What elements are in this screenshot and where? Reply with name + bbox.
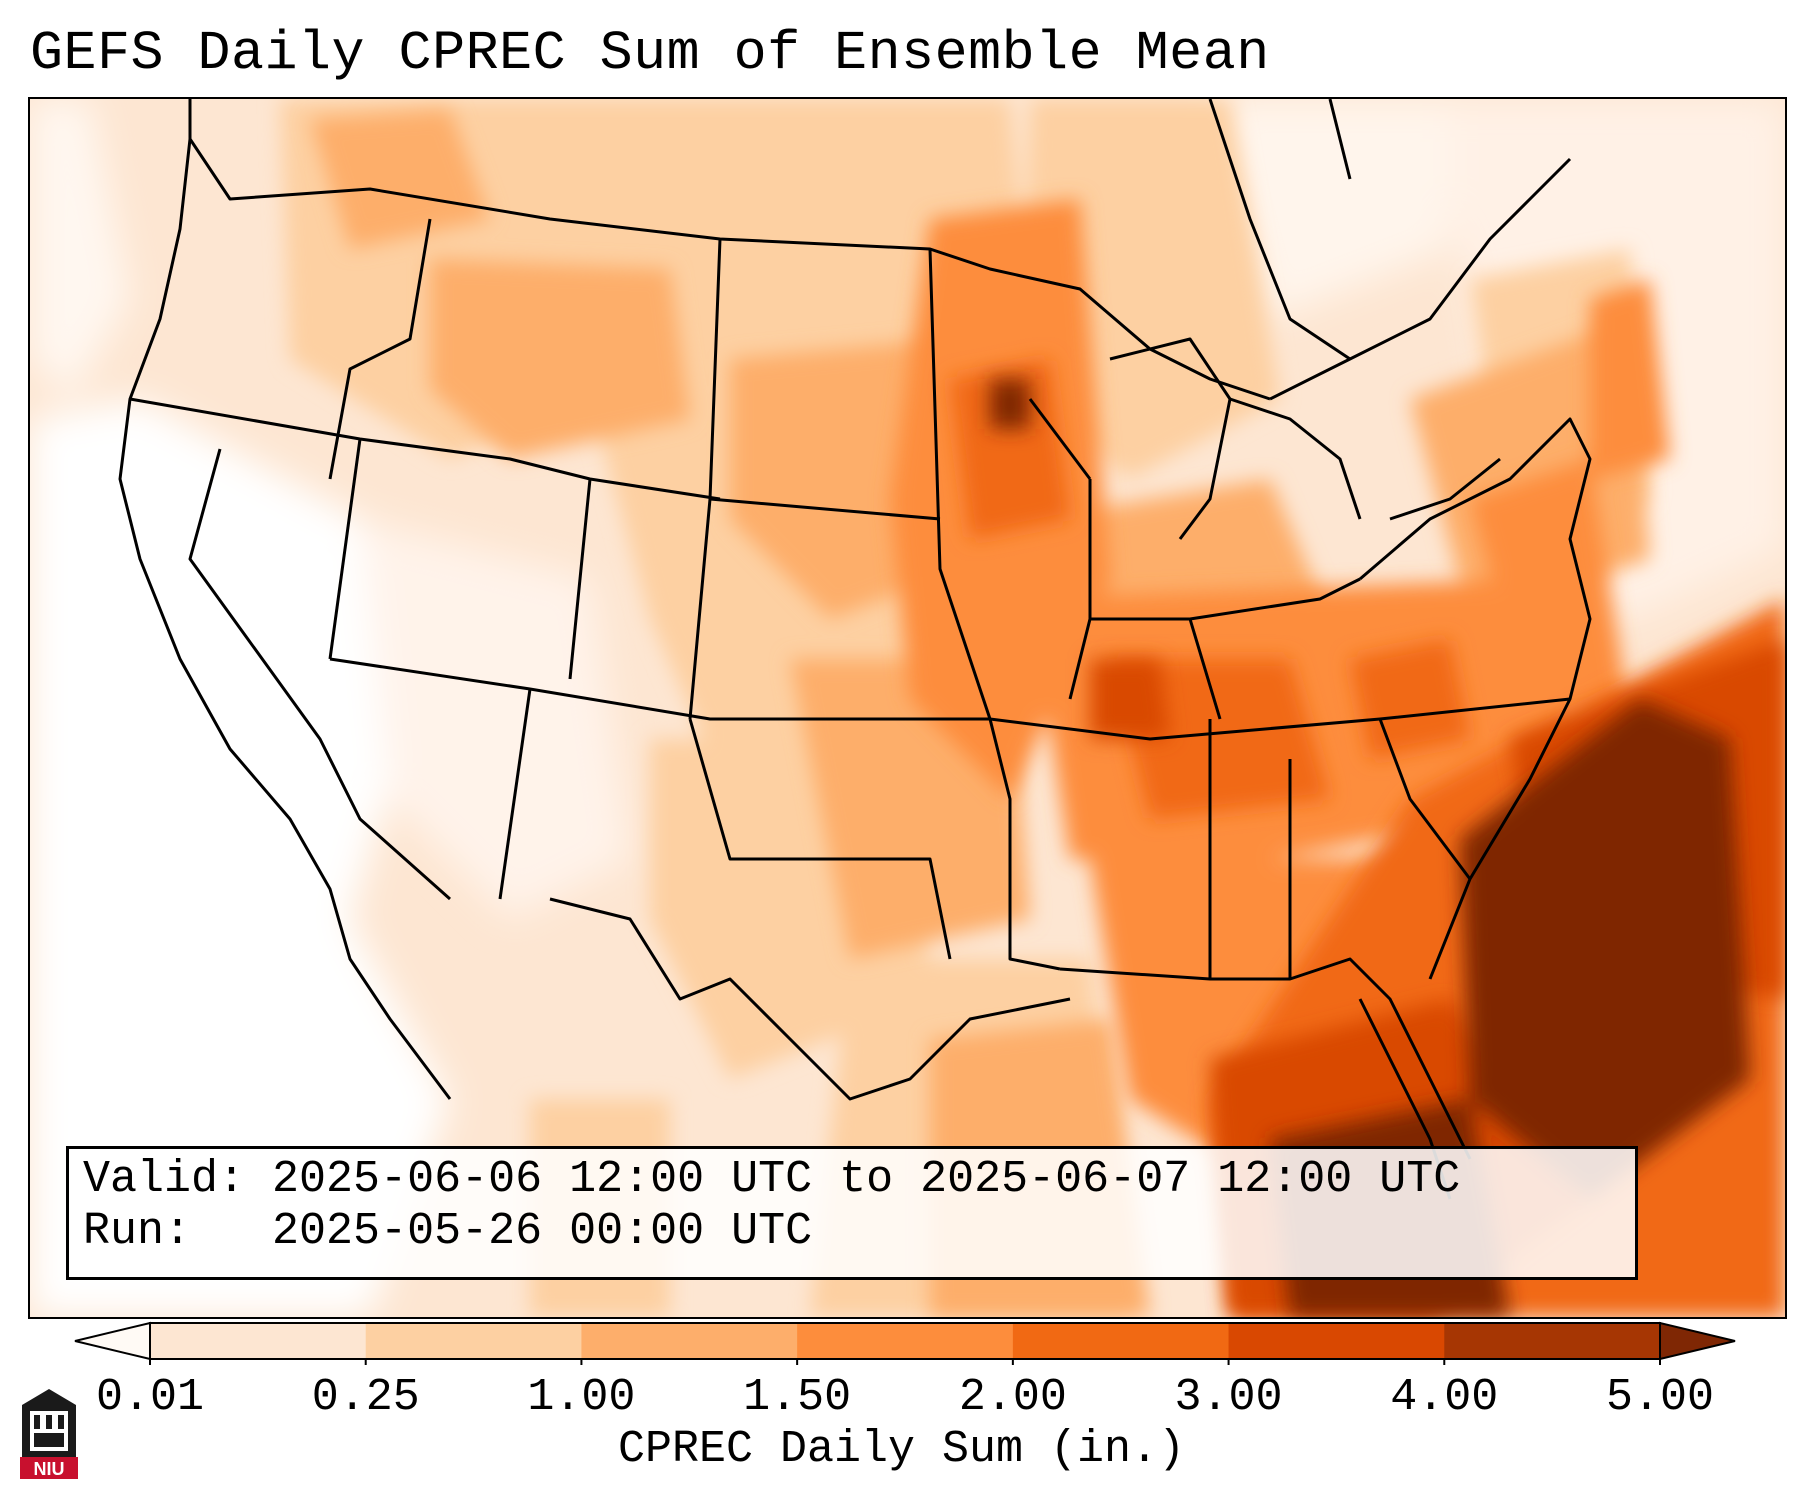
- colorbar-outline: [149, 1322, 1661, 1360]
- run-value: 2025-05-26 00:00 UTC: [272, 1206, 813, 1257]
- precipitation-map: [28, 97, 1787, 1319]
- university-tower-icon: NIU: [18, 1385, 80, 1481]
- colorbar-tick-label: 1.50: [743, 1372, 852, 1423]
- colorbar-tick-label: 3.00: [1174, 1372, 1283, 1423]
- colorbar-segment: [581, 1323, 798, 1359]
- valid-line: Valid: 2025-06-06 12:00 UTC to 2025-06-0…: [83, 1153, 1460, 1207]
- colorbar-segment: [150, 1323, 367, 1359]
- colorbar-segment: [365, 1323, 582, 1359]
- colorbar-tick-label: 2.00: [958, 1372, 1067, 1423]
- info-box: Valid: 2025-06-06 12:00 UTC to 2025-06-0…: [66, 1146, 1638, 1280]
- run-line: Run: 2025-05-26 00:00 UTC: [83, 1205, 812, 1259]
- colorbar-segment: [1228, 1323, 1445, 1359]
- colorbar: [74, 1321, 1736, 1365]
- colorbar-segment: [1012, 1323, 1230, 1359]
- colorbar-under-extension: [74, 1321, 151, 1361]
- colorbar-tick-label: 4.00: [1390, 1372, 1499, 1423]
- colorbar-tick-label: 5.00: [1605, 1372, 1715, 1423]
- colorbar-over-extension: [1659, 1321, 1736, 1361]
- run-label: Run:: [83, 1206, 192, 1257]
- valid-value: 2025-06-06 12:00 UTC to 2025-06-07 12:00…: [272, 1154, 1461, 1205]
- colorbar-label: CPREC Daily Sum (in.): [617, 1424, 1186, 1475]
- map-title: GEFS Daily CPREC Sum of Ensemble Mean: [30, 22, 1270, 85]
- svg-text:NIU: NIU: [34, 1459, 65, 1479]
- colorbar-segment: [797, 1323, 1014, 1359]
- colorbar-segment: [1444, 1323, 1661, 1359]
- colorbar-tick-label: 0.01: [95, 1372, 205, 1423]
- valid-label: Valid:: [83, 1154, 246, 1205]
- colorbar-tick-label: 1.00: [527, 1372, 636, 1423]
- colorbar-tick-label: 0.25: [311, 1372, 420, 1423]
